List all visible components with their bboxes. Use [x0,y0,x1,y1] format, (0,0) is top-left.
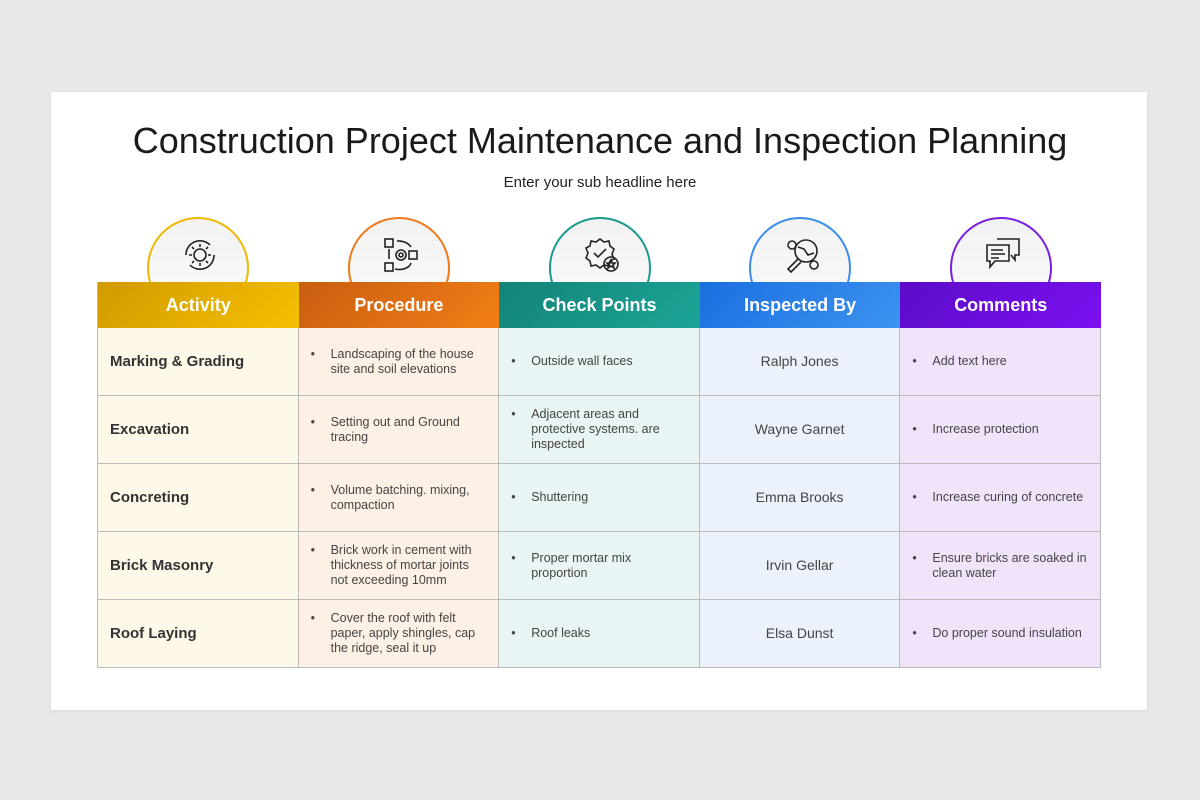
table-cell-comment: Increase protection [900,396,1101,464]
table-cell-check: Adjacent areas and protective systems. a… [499,396,700,464]
bullet-item: Increase curing of concrete [912,490,1083,505]
bullet-item: Proper mortar mix proportion [511,551,687,581]
table-cell-activity: Concreting [98,464,299,532]
inspection-magnifier-icon [787,239,820,274]
bullet-item: Volume batching. mixing, compaction [311,483,487,513]
subtitle: Enter your sub headline here [503,174,697,191]
table-cell-activity: Brick Masonry [98,532,299,600]
bullet-item: Landscaping of the house site and soil e… [311,347,487,377]
column-header: Inspected By [699,282,901,328]
table-cell-procedure: Landscaping of the house site and soil e… [298,328,500,396]
table-cell-inspector: Irvin Gellar [699,532,901,600]
table-cell-inspector: Ralph Jones [699,328,901,396]
bullet-item: Cover the roof with felt paper, apply sh… [311,611,487,656]
table-cell-check: Shuttering [499,464,700,532]
column-header: Check Points [499,282,700,328]
bullet-item: Do proper sound insulation [912,626,1081,641]
table-cell-activity: Roof Laying [98,600,299,668]
table-cell-comment: Ensure bricks are soaked in clean water [900,532,1101,600]
bullet-item: Outside wall faces [511,354,632,369]
gear-cycle-icon [185,240,215,270]
bullet-item: Brick work in cement with thickness of m… [311,543,487,588]
table-cell-check: Proper mortar mix proportion [499,532,700,600]
table-cell-comment: Add text here [900,328,1101,396]
table-cell-check: Roof leaks [499,600,700,668]
column-header: Comments [900,282,1101,328]
table-cell-activity: Excavation [98,396,299,464]
column-header: Activity [98,282,299,328]
table-cell-inspector: Wayne Garnet [699,396,901,464]
table-cell-procedure: Brick work in cement with thickness of m… [298,532,500,600]
table-cell-comment: Increase curing of concrete [900,464,1101,532]
table-cell-check: Outside wall faces [499,328,700,396]
table-cell-activity: Marking & Grading [98,328,299,396]
table-cell-comment: Do proper sound insulation [900,600,1101,668]
column-header: Procedure [298,282,500,328]
quality-badge-icon [584,238,619,272]
bullet-item: Add text here [912,354,1006,369]
table-cell-inspector: Emma Brooks [699,464,901,532]
table-cell-procedure: Volume batching. mixing, compaction [298,464,500,532]
bullet-item: Increase protection [912,422,1038,437]
bullet-item: Roof leaks [511,626,590,641]
bullet-item: Adjacent areas and protective systems. a… [511,407,687,452]
table-cell-procedure: Setting out and Ground tracing [298,396,500,464]
inspection-table: Activity Procedure Check Points Inspected B… [97,282,1101,668]
page-title: Construction Project Maintenance and Ins… [132,120,1068,161]
bullet-item: Shuttering [511,490,588,505]
bullet-item: Ensure bricks are soaked in clean water [912,551,1088,581]
bullet-item: Setting out and Ground tracing [311,415,487,445]
table-cell-inspector: Elsa Dunst [699,600,901,668]
table-cell-procedure: Cover the roof with felt paper, apply sh… [298,600,500,668]
chat-bubbles-icon [986,238,1020,270]
process-checklist-icon [383,238,418,272]
